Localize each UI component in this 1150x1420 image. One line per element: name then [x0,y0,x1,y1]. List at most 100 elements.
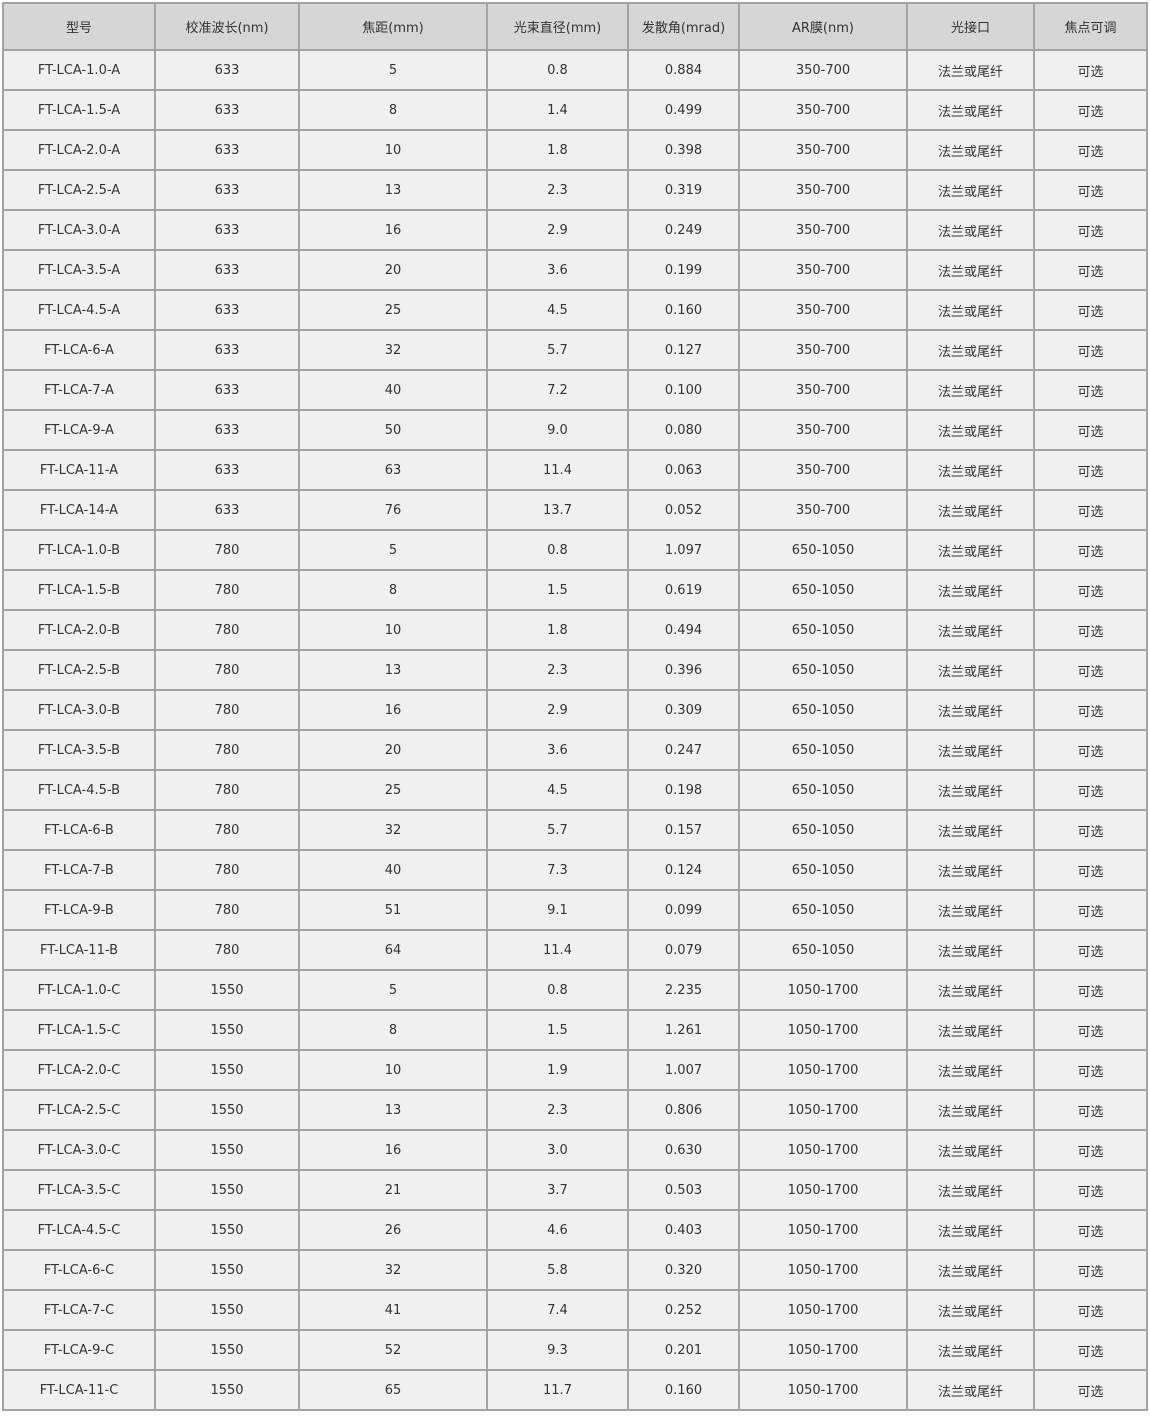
table-cell: 1550 [154,1129,300,1171]
table-cell: 1.4 [486,89,629,131]
table-cell: 1550 [154,1329,300,1371]
table-row: FT-LCA-3.5-A 633 20 3.6 0.199 350-700 法兰或尾纤 可选 [2,249,1148,291]
table-cell: 0.806 [627,1089,740,1131]
table-cell: 0.403 [627,1209,740,1251]
table-cell: 1.8 [486,129,629,171]
table-cell: 法兰或尾纤 [906,809,1035,851]
table-row: FT-LCA-3.0-B 780 16 2.9 0.309 650-1050 法兰或尾纤 可选 [2,689,1148,731]
table-cell: FT-LCA-6-C [2,1249,156,1291]
table-cell: 1.5 [486,569,629,611]
table-row: FT-LCA-2.0-C 1550 10 1.9 1.007 1050-1700 法兰或尾纤… [2,1049,1148,1091]
table-cell: 0.199 [627,249,740,291]
table-cell: 11.7 [486,1369,629,1411]
table-cell: 2.3 [486,169,629,211]
table-cell: 可选 [1033,1249,1148,1291]
table-cell: 法兰或尾纤 [906,449,1035,491]
table-cell: 可选 [1033,929,1148,971]
table-row: FT-LCA-3.5-C 1550 21 3.7 0.503 1050-1700 法兰或尾纤… [2,1169,1148,1211]
table-cell: 0.127 [627,329,740,371]
table-cell: 法兰或尾纤 [906,969,1035,1011]
table-cell: 法兰或尾纤 [906,49,1035,91]
table-cell: 可选 [1033,289,1148,331]
table-cell: FT-LCA-3.0-C [2,1129,156,1171]
table-cell: FT-LCA-11-C [2,1369,156,1411]
table-header-row: 型号 校准波长(nm) 焦距(mm) 光束直径(mm) 发散角(mrad) AR膜(nm)… [2,2,1148,51]
table-cell: 0.619 [627,569,740,611]
table-cell: 633 [154,89,300,131]
table-row: FT-LCA-3.5-B 780 20 3.6 0.247 650-1050 法兰或尾纤 可选 [2,729,1148,771]
table-cell: 0.398 [627,129,740,171]
table-cell: 2.235 [627,969,740,1011]
table-cell: 法兰或尾纤 [906,609,1035,651]
table-cell: 13.7 [486,489,629,531]
table-cell: 1050-1700 [738,1209,908,1251]
table-cell: 76 [298,489,488,531]
table-cell: 5 [298,49,488,91]
table-cell: 780 [154,649,300,691]
table-cell: 780 [154,609,300,651]
table-cell: 32 [298,329,488,371]
table-cell: FT-LCA-4.5-A [2,289,156,331]
table-cell: FT-LCA-2.5-A [2,169,156,211]
table-cell: 26 [298,1209,488,1251]
table-cell: 633 [154,409,300,451]
table-cell: 可选 [1033,129,1148,171]
table-cell: 0.079 [627,929,740,971]
table-cell: 1.5 [486,1009,629,1051]
table-cell: 法兰或尾纤 [906,369,1035,411]
table-cell: 0.063 [627,449,740,491]
table-cell: 633 [154,249,300,291]
table-cell: 0.247 [627,729,740,771]
column-header: 光束直径(mm) [486,2,629,51]
table-cell: 4.5 [486,769,629,811]
table-cell: 法兰或尾纤 [906,929,1035,971]
table-cell: 1550 [154,1249,300,1291]
table-cell: 1550 [154,1169,300,1211]
table-cell: FT-LCA-1.5-B [2,569,156,611]
table-cell: 50 [298,409,488,451]
table-cell: FT-LCA-2.5-C [2,1089,156,1131]
table-cell: 1550 [154,1209,300,1251]
table-cell: 法兰或尾纤 [906,649,1035,691]
table-cell: 可选 [1033,969,1148,1011]
table-cell: 1550 [154,969,300,1011]
table-cell: 0.319 [627,169,740,211]
table-cell: FT-LCA-3.5-C [2,1169,156,1211]
table-cell: FT-LCA-4.5-C [2,1209,156,1251]
column-header: 发散角(mrad) [627,2,740,51]
table-row: FT-LCA-7-C 1550 41 7.4 0.252 1050-1700 法兰或尾纤 可选 [2,1289,1148,1331]
table-cell: FT-LCA-2.5-B [2,649,156,691]
table-cell: 0.201 [627,1329,740,1371]
table-cell: FT-LCA-6-A [2,329,156,371]
table-cell: 法兰或尾纤 [906,129,1035,171]
table-cell: 1050-1700 [738,1169,908,1211]
table-cell: 65 [298,1369,488,1411]
table-cell: 1050-1700 [738,1289,908,1331]
table-cell: 可选 [1033,1369,1148,1411]
table-cell: 法兰或尾纤 [906,849,1035,891]
table-cell: 0.499 [627,89,740,131]
table-cell: 780 [154,849,300,891]
table-cell: 633 [154,49,300,91]
table-cell: 法兰或尾纤 [906,289,1035,331]
table-cell: 780 [154,769,300,811]
table-cell: 51 [298,889,488,931]
column-header: 焦点可调 [1033,2,1148,51]
table-cell: 11.4 [486,929,629,971]
table-cell: 可选 [1033,169,1148,211]
table-cell: 法兰或尾纤 [906,769,1035,811]
table-cell: 16 [298,689,488,731]
table-cell: 633 [154,489,300,531]
table-cell: 可选 [1033,89,1148,131]
table-cell: 1050-1700 [738,1249,908,1291]
table-cell: 5 [298,969,488,1011]
table-row: FT-LCA-7-A 633 40 7.2 0.100 350-700 法兰或尾纤 可选 [2,369,1148,411]
table-cell: 16 [298,209,488,251]
table-cell: 25 [298,289,488,331]
table-cell: 40 [298,849,488,891]
table-row: FT-LCA-14-A 633 76 13.7 0.052 350-700 法兰或尾纤 可选 [2,489,1148,531]
table-cell: 20 [298,729,488,771]
table-cell: 法兰或尾纤 [906,1009,1035,1051]
table-cell: 3.6 [486,249,629,291]
table-cell: 可选 [1033,1049,1148,1091]
